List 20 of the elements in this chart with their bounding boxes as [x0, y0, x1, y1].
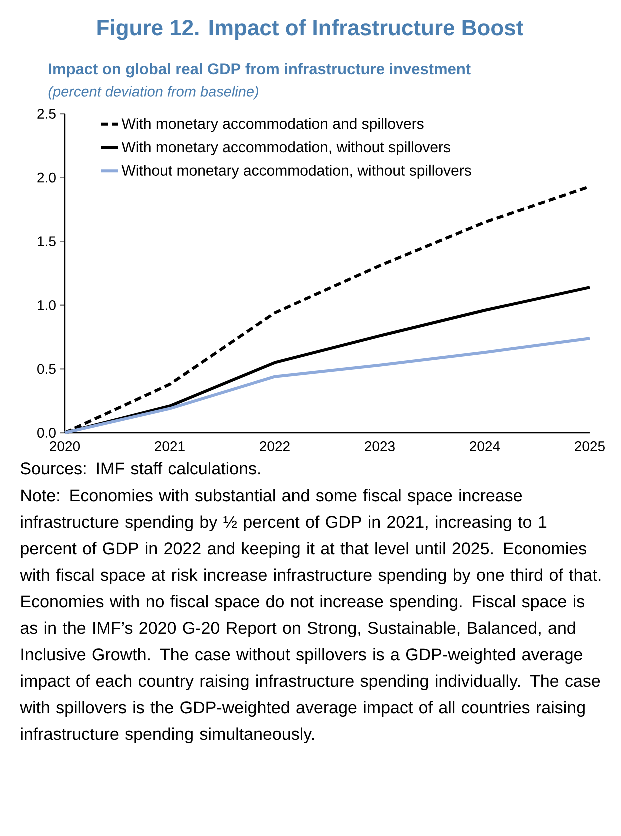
- x-tick-label: 2025: [575, 442, 605, 452]
- y-tick-label: 0.0: [38, 428, 56, 438]
- x-tick-label: 2024: [470, 442, 500, 452]
- chart-subtitle: Impact on global real GDP from infrastructure investment: [49, 63, 471, 78]
- y-tick-label: 2.5: [38, 109, 56, 119]
- x-tick-label: 2021: [155, 442, 185, 452]
- text: Note: Economies with substantial and some fiscal space increase infrastructure spending by ½ percent of GDP in 2021, increasing to 1 percent of GDP in 2022 and keeping it at that level until 2025. Economies with fiscal space at risk increase infrastructure spending by one third of that. Economies with no fiscal space do not increase spending. Fiscal space is as in the IMF’s 2020 G-20 Report on Strong, Sustainable, Balanced, and Inclusive Growth. The case without spillovers is a GDP-weighted average impact of each country raising infrastructure spending individually. The case with spillovers is the GDP-weighted average impact of all countries raising infrastructure spending simultaneously.: [20, 489, 601, 744]
- source-note: Sources: IMF staff calculations.: [20, 462, 260, 475]
- y-tick-label: 1.5: [38, 236, 56, 246]
- x-tick-label: 2023: [365, 442, 395, 452]
- legend-label: Without monetary accommodation, without spillovers: [122, 164, 472, 179]
- y-tick-label: 2.0: [38, 172, 56, 183]
- legend-label: With monetary accommodation and spillovers: [122, 118, 424, 132]
- chart-title: Figure 12. Impact of Infrastructure Boost: [98, 20, 524, 40]
- y-tick-label: 0.5: [38, 364, 56, 374]
- y-tick-label: 1.0: [38, 300, 56, 310]
- y-axis-title: (percent deviation from baseline): [48, 86, 258, 100]
- x-tick-label: 2020: [50, 442, 80, 452]
- legend-label: With monetary accommodation, without spillovers: [122, 142, 450, 156]
- x-tick-label: 2022: [260, 442, 290, 452]
